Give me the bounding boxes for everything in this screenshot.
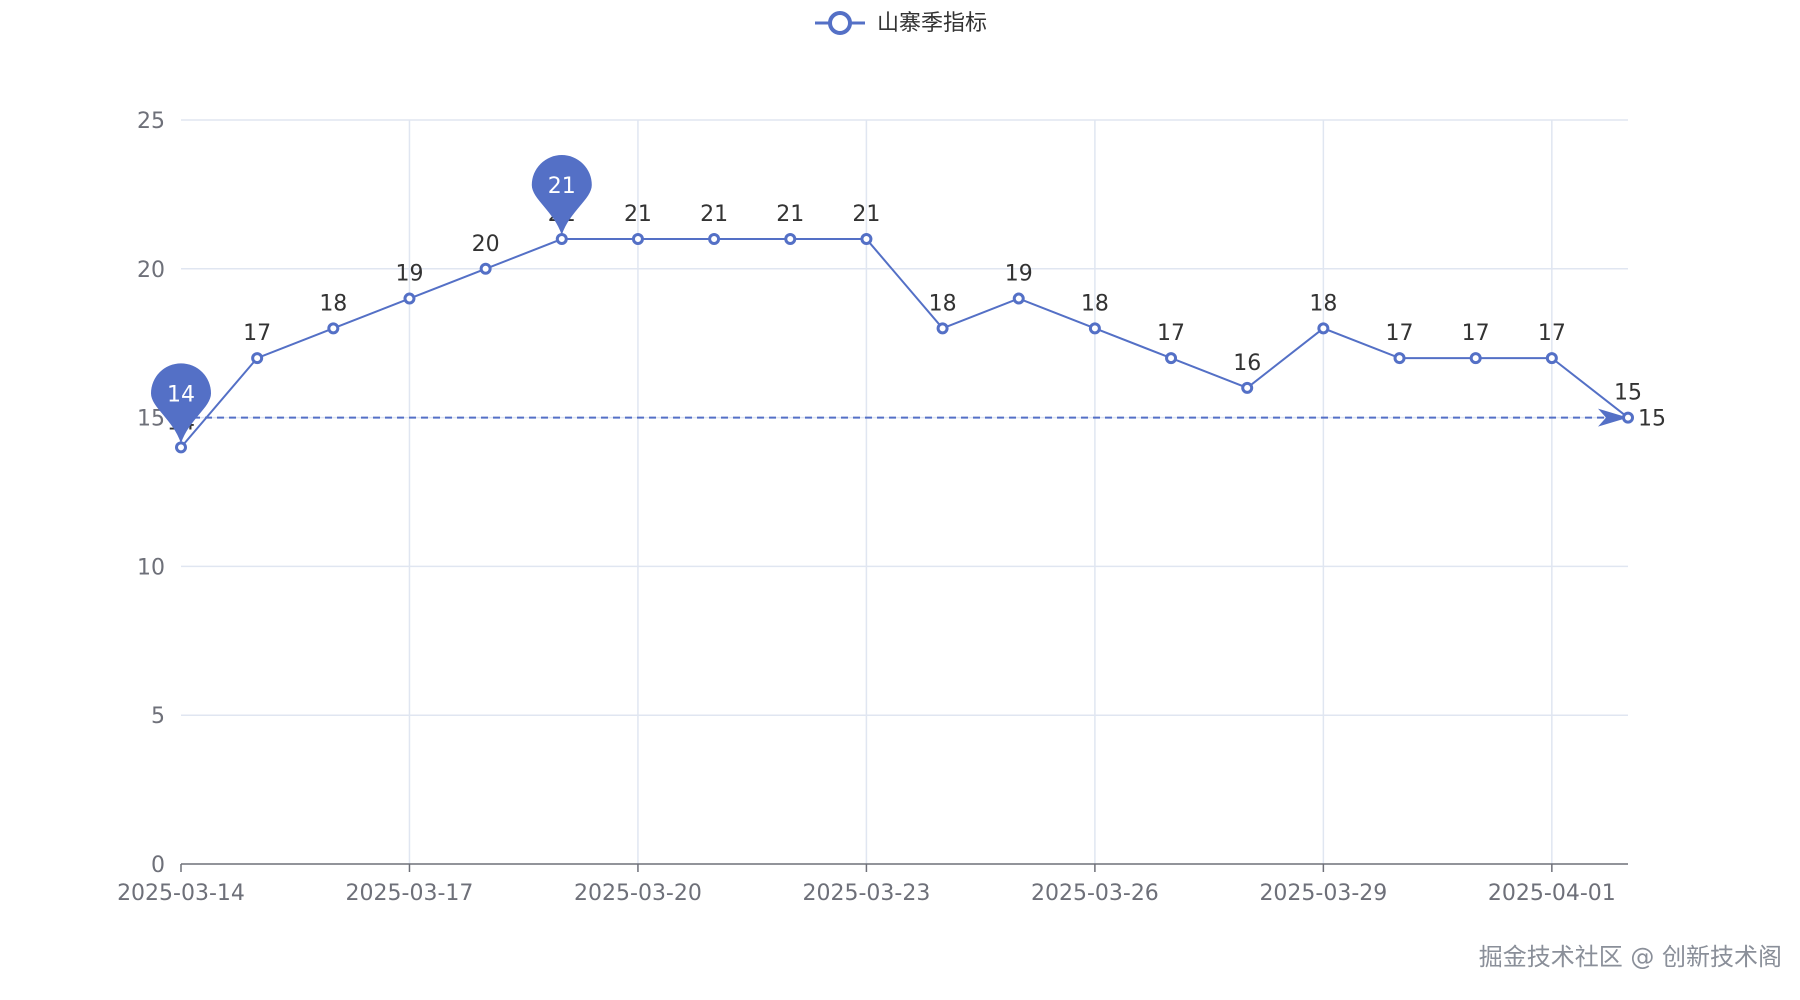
data-label: 18 [929,291,957,316]
data-point[interactable] [1393,352,1406,365]
data-label: 20 [472,232,500,257]
x-tick-label: 2025-03-14 [117,881,245,906]
data-point[interactable] [1165,352,1178,365]
mark-points: 14 21 [151,155,592,444]
data-point[interactable] [175,441,187,454]
data-label: 21 [852,202,880,227]
data-label: 17 [1386,321,1414,346]
data-point[interactable] [1241,381,1254,394]
data-label: 15 [1614,381,1642,406]
data-point[interactable] [1469,352,1482,365]
mark-point-pin-icon [531,155,592,236]
mark-point-pin-icon [151,363,211,444]
average-mark-line: 15 [178,407,1666,432]
y-tick-label: 25 [137,109,165,134]
data-labels: 1417181920212121212118191817161817171715 [167,202,1642,435]
data-point[interactable] [1545,352,1558,365]
legend-label: 山寨季指标 [877,11,987,36]
data-point[interactable] [327,322,340,335]
data-label: 19 [1005,262,1033,287]
data-point[interactable] [860,233,873,246]
x-tick-label: 2025-03-29 [1259,881,1387,906]
x-tick-label: 2025-03-26 [1031,881,1159,906]
mark-line-arrow [1598,408,1628,427]
data-label: 21 [700,202,728,227]
data-label: 18 [319,291,347,316]
data-point[interactable] [1622,411,1634,424]
x-tick-label: 2025-03-17 [346,881,474,906]
data-point[interactable] [479,262,492,275]
data-label: 21 [776,202,804,227]
data-label: 19 [395,262,423,287]
x-tick-label: 2025-03-23 [802,881,930,906]
mark-line-label: 15 [1638,407,1666,432]
data-point[interactable] [1088,322,1101,335]
data-point[interactable] [936,322,949,335]
y-tick-label: 20 [137,258,165,283]
data-label: 18 [1081,291,1109,316]
legend[interactable]: 山寨季指标 [815,11,987,36]
grid-lines [181,119,1628,864]
data-label: 17 [1538,321,1566,346]
data-label: 17 [1462,321,1490,346]
data-label: 18 [1309,291,1337,316]
y-tick-label: 0 [151,853,165,878]
x-tick-label: 2025-04-01 [1488,881,1616,906]
data-point[interactable] [631,233,644,246]
data-point[interactable] [251,352,264,365]
mark-point-label: 21 [548,174,576,199]
x-tick-label: 2025-03-20 [574,881,702,906]
data-point[interactable] [1317,322,1330,335]
data-point[interactable] [1012,292,1025,305]
data-point[interactable] [708,233,721,246]
data-label: 16 [1233,351,1261,376]
data-point[interactable] [784,233,797,246]
data-label: 17 [1157,321,1185,346]
data-label: 21 [624,202,652,227]
series-line [175,233,1634,454]
data-point[interactable] [555,233,568,246]
mark-point-label: 14 [167,382,195,407]
data-label: 17 [243,321,271,346]
watermark: 掘金技术社区 @ 创新技术阁 [1478,943,1782,971]
legend-marker-icon [828,11,852,35]
y-tick-label: 5 [151,704,165,729]
y-tick-label: 10 [137,555,165,580]
data-point[interactable] [403,292,416,305]
series-polyline [180,238,1629,449]
